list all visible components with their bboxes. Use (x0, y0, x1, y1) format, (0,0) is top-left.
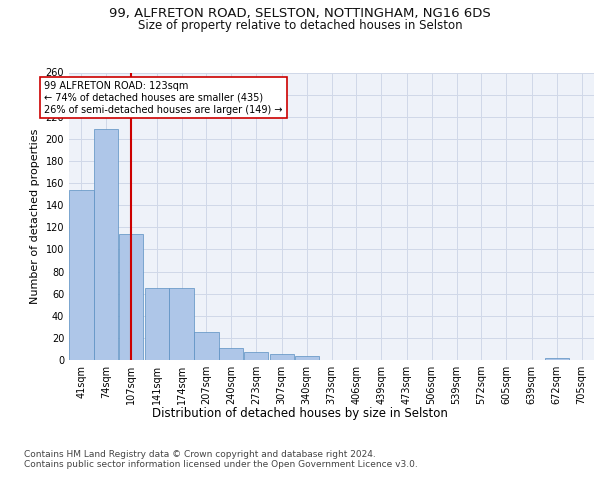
Bar (545, 358, 569, 360)
Text: 99 ALFRETON ROAD: 123sqm
← 74% of detached houses are smaller (435)
26% of semi-: 99 ALFRETON ROAD: 123sqm ← 74% of detach… (44, 82, 283, 114)
Bar (145, 288, 169, 360)
Bar (169, 288, 194, 360)
Y-axis label: Number of detached properties: Number of detached properties (30, 128, 40, 304)
Bar (219, 348, 244, 360)
Bar (244, 352, 268, 360)
Bar (119, 234, 143, 360)
Bar (269, 354, 294, 360)
Bar (94, 129, 118, 360)
Text: 99, ALFRETON ROAD, SELSTON, NOTTINGHAM, NG16 6DS: 99, ALFRETON ROAD, SELSTON, NOTTINGHAM, … (109, 8, 491, 20)
Bar (194, 332, 218, 360)
Bar (295, 356, 319, 360)
Text: Size of property relative to detached houses in Selston: Size of property relative to detached ho… (137, 18, 463, 32)
Text: Distribution of detached houses by size in Selston: Distribution of detached houses by size … (152, 408, 448, 420)
Bar (70, 190, 94, 360)
Text: Contains HM Land Registry data © Crown copyright and database right 2024.
Contai: Contains HM Land Registry data © Crown c… (24, 450, 418, 469)
